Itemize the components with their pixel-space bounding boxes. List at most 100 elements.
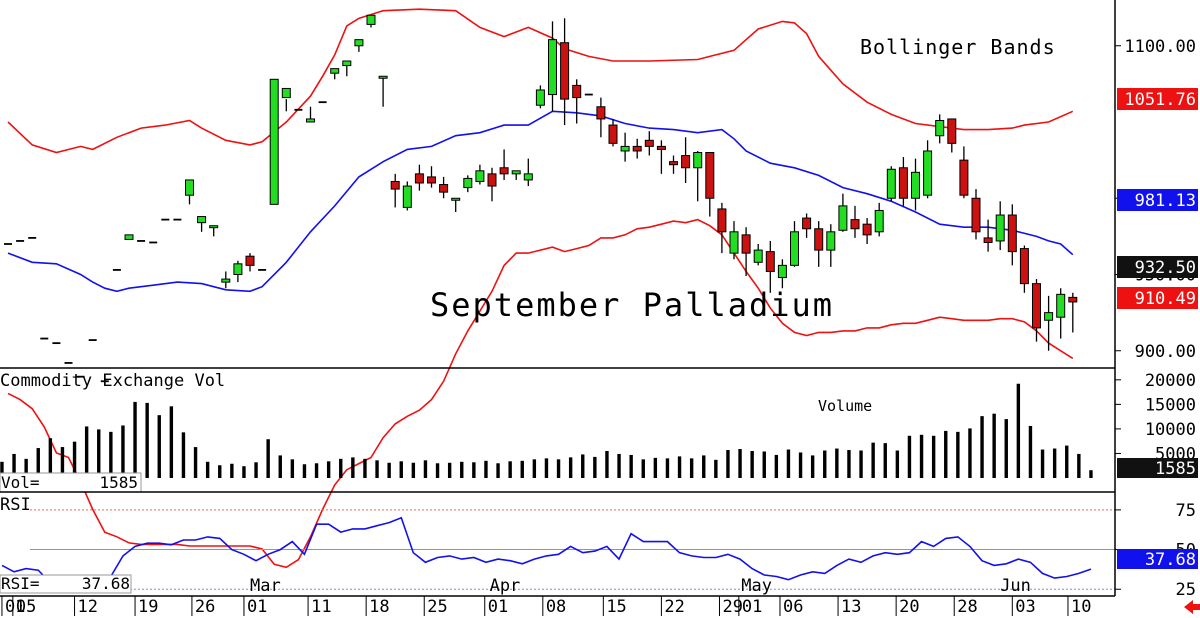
- volume-bar: [931, 435, 936, 478]
- volume-panel: Commodity Exchange Vol Volume Vol= 1585: [0, 367, 1115, 493]
- volume-bar: [169, 406, 174, 478]
- x-tick-label: 03: [1015, 597, 1035, 617]
- candle: [1068, 292, 1078, 333]
- candle: [209, 225, 219, 237]
- x-tick-label: 12: [78, 597, 98, 617]
- lower-bollinger-band: [7, 218, 1074, 569]
- upper-band-badge: [1117, 88, 1198, 110]
- volume-bar: [968, 428, 972, 478]
- volume-panel-title: Commodity Exchange Vol: [0, 371, 225, 391]
- volume-bar: [944, 430, 948, 478]
- volume-bar: [399, 461, 403, 478]
- candle: [814, 221, 824, 267]
- candle: [499, 149, 509, 180]
- candle: [874, 202, 884, 237]
- volume-bar: [447, 462, 452, 478]
- volume-bar: [157, 415, 161, 478]
- candle: [669, 155, 678, 174]
- volume-bar: [895, 450, 900, 478]
- candle: [705, 152, 715, 217]
- candle: [632, 138, 642, 159]
- volume-bar: [823, 450, 827, 478]
- volume-bar: [145, 402, 149, 478]
- upper-bollinger-band: [7, 8, 1074, 154]
- volume-bar: [193, 447, 198, 478]
- volume-series-label: Volume: [818, 397, 872, 415]
- volume-bar: [290, 459, 295, 478]
- volume-bar: [24, 458, 28, 478]
- candle: [560, 18, 570, 126]
- candle: [439, 176, 449, 199]
- candle: [838, 193, 848, 232]
- x-tick-label: 06: [783, 597, 803, 617]
- x-tick-label: 22: [664, 597, 684, 617]
- volume-bar: [774, 454, 779, 478]
- volume-bar: [835, 448, 839, 478]
- volume-bar: [133, 401, 137, 478]
- x-tick-label: 08: [546, 597, 566, 617]
- rsi-panel-title: RSI: [0, 495, 31, 515]
- volume-bar: [121, 425, 125, 478]
- volume-bar: [484, 460, 488, 478]
- x-month-label: Apr: [490, 576, 521, 596]
- price-panel: Bollinger Bands September Palladium: [4, 8, 1078, 569]
- candle: [366, 14, 376, 28]
- candle: [1032, 279, 1041, 342]
- volume-bar: [714, 459, 718, 478]
- x-tick-label: 13: [841, 597, 861, 617]
- candle: [923, 140, 933, 199]
- candle: [983, 219, 993, 252]
- volume-bar: [460, 461, 464, 478]
- x-axis-months: Mar Apr May Jun: [250, 576, 1031, 596]
- middle-band-badge: [1117, 189, 1198, 211]
- chart-title: September Palladium: [430, 286, 834, 324]
- volume-bar: [472, 462, 476, 478]
- candle: [221, 271, 231, 289]
- candle: [862, 218, 872, 244]
- volume-bar: [568, 457, 573, 478]
- volume-last-value: 1585: [1155, 459, 1196, 479]
- candle: [693, 150, 703, 202]
- x-tick-label: 11: [311, 597, 331, 617]
- candle: [1019, 245, 1029, 293]
- volume-bar: [205, 461, 210, 478]
- volume-bar: [0, 461, 4, 478]
- volume-bar: [702, 455, 706, 478]
- volume-bar: [423, 460, 428, 478]
- volume-tick-label: 10000: [1145, 420, 1196, 440]
- candle: [330, 68, 340, 80]
- rsi-band-lines: [30, 509, 1115, 590]
- candle: [1056, 288, 1066, 339]
- volume-bar: [653, 457, 658, 478]
- volume-bar: [738, 449, 742, 478]
- volume-bar: [181, 432, 186, 478]
- x-tick-label: 10: [1071, 597, 1091, 617]
- volume-bar: [48, 438, 53, 478]
- candle: [644, 131, 654, 156]
- candle: [354, 39, 364, 52]
- volume-bar: [641, 459, 645, 478]
- volume-bar: [629, 454, 633, 478]
- volume-bar: [847, 450, 851, 478]
- rsi-readout-box: [0, 574, 132, 594]
- volume-bar: [230, 463, 234, 478]
- volume-bar: [1077, 453, 1081, 478]
- volume-bar: [72, 441, 77, 478]
- volume-bar: [1089, 470, 1093, 478]
- volume-bar: [605, 451, 609, 478]
- volume-bar: [326, 461, 331, 478]
- candle: [124, 234, 134, 240]
- volume-bar: [992, 413, 996, 478]
- x-tick-label: 19: [138, 597, 158, 617]
- volume-bars: [0, 383, 1093, 478]
- volume-bar: [278, 455, 282, 478]
- scroll-left-arrow-icon[interactable]: [1184, 600, 1200, 614]
- candle: [826, 224, 836, 267]
- x-tick-label: 05: [16, 597, 36, 617]
- volume-bar: [593, 456, 597, 478]
